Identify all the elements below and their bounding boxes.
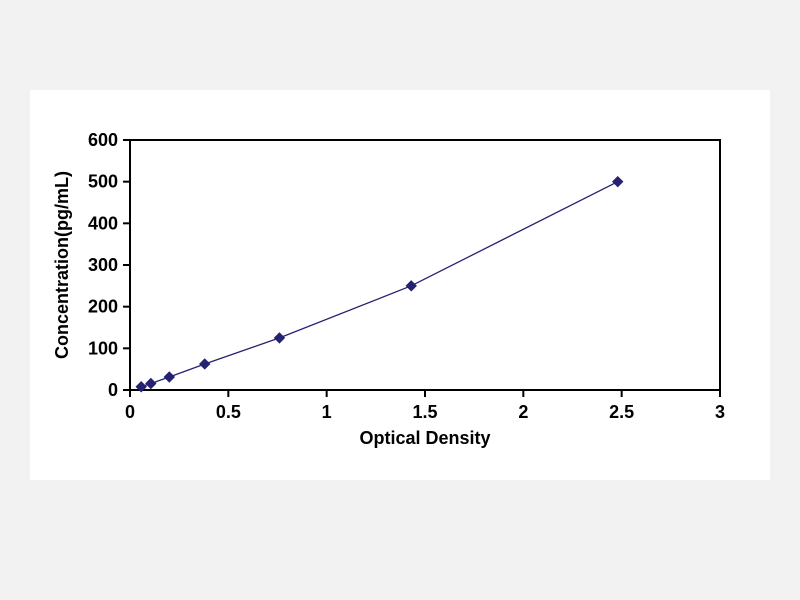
y-axis-tick-label: 200	[88, 297, 118, 317]
data-point-marker	[273, 332, 286, 344]
x-axis-label: Optical Density	[359, 428, 490, 448]
data-point-marker	[199, 358, 211, 370]
y-axis-tick-label: 600	[88, 130, 118, 150]
y-axis-tick-label: 0	[108, 380, 118, 400]
data-point-marker	[163, 371, 176, 383]
y-axis-tick-label: 400	[88, 213, 118, 233]
y-axis-label: Concentration(pg/mL)	[52, 171, 72, 359]
data-point-marker	[135, 381, 147, 393]
x-axis-tick-label: 2	[518, 402, 528, 422]
data-point-marker	[612, 175, 624, 188]
data-point-marker	[405, 280, 417, 292]
standard-curve-chart: 0 100 200 300 400 500 600 0 0.5 1 1.5 2 2.5 3 Optical …	[52, 130, 725, 448]
x-axis-tick-label: 0.5	[216, 402, 241, 422]
x-axis-tick-label: 1.5	[412, 402, 437, 422]
x-axis-tick-label: 2.5	[609, 402, 634, 422]
y-axis-tick-label: 500	[88, 172, 118, 192]
x-axis-tick-label: 0	[125, 402, 135, 422]
chart-panel: 0 100 200 300 400 500 600 0 0.5 1 1.5 2 2.5 3 Optical …	[30, 90, 770, 480]
x-axis-tick-label: 3	[715, 402, 725, 422]
y-axis-tick-label: 300	[88, 255, 118, 275]
data-point-marker	[145, 377, 157, 390]
plot-area	[129, 139, 721, 391]
x-axis-tick-label: 1	[322, 402, 332, 422]
y-axis-tick-label: 100	[88, 338, 118, 358]
